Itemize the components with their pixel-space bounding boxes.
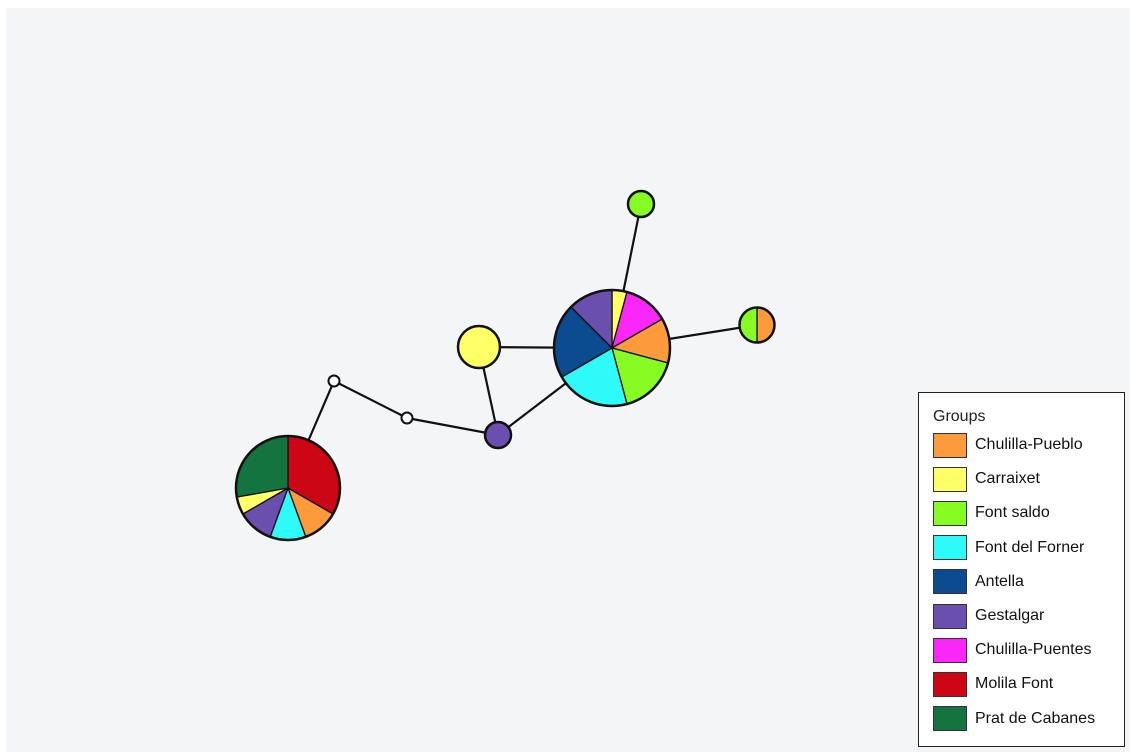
legend-item-antella: Antella xyxy=(933,565,1124,599)
median-vector xyxy=(327,374,341,388)
median-vector xyxy=(400,411,414,425)
legend-swatch xyxy=(933,535,967,561)
pie-slice-chulilla-pueblo xyxy=(756,306,776,344)
legend-swatch xyxy=(933,466,967,492)
legend-item-carraixet: Carraixet xyxy=(933,462,1124,496)
legend-title: Groups xyxy=(933,408,986,425)
edges xyxy=(286,203,758,489)
legend-swatch xyxy=(933,569,967,595)
legend-label: Font del Forner xyxy=(975,538,1085,556)
node-hap-d[interactable] xyxy=(552,288,672,408)
legend: Groups Chulilla-Pueblo Carraixet Font sald… xyxy=(918,392,1125,747)
network-canvas: Groups Chulilla-Pueblo Carraixet Font sald… xyxy=(6,8,1130,752)
node-med-1[interactable] xyxy=(327,374,341,388)
edge-med-2-hap-b xyxy=(406,416,499,437)
legend-item-gestalgar: Gestalgar xyxy=(933,599,1124,633)
legend-item-font-del-forner: Font del Forner xyxy=(933,531,1124,565)
legend-items: Chulilla-Pueblo Carraixet Font saldo Font d… xyxy=(933,428,1124,736)
legend-swatch xyxy=(933,671,967,697)
legend-label: Font saldo xyxy=(975,504,1050,522)
pie-slice-prat-de-cabanes xyxy=(235,435,289,498)
node-hap-a[interactable] xyxy=(234,434,342,542)
legend-swatch xyxy=(933,637,967,663)
nodes xyxy=(234,189,776,542)
legend-label: Gestalgar xyxy=(975,607,1045,625)
legend-item-molila-font: Molila Font xyxy=(933,667,1124,701)
legend-label: Carraixet xyxy=(975,470,1040,488)
node-hap-c[interactable] xyxy=(456,324,502,370)
node-outline xyxy=(456,324,502,370)
node-hap-f[interactable] xyxy=(738,306,776,344)
legend-label: Molila Font xyxy=(975,675,1054,693)
haplotype-network xyxy=(234,189,776,542)
legend-label: Antella xyxy=(975,572,1024,590)
node-outline xyxy=(234,434,342,542)
node-outline xyxy=(738,306,776,344)
legend-label: Chulilla-Pueblo xyxy=(975,436,1083,454)
legend-swatch xyxy=(933,603,967,629)
node-outline xyxy=(552,288,672,408)
legend-swatch xyxy=(933,432,967,458)
legend-item-chulilla-puentes: Chulilla-Puentes xyxy=(933,633,1124,667)
legend-label: Prat de Cabanes xyxy=(975,709,1096,727)
legend-label: Chulilla-Puentes xyxy=(975,641,1092,659)
node-outline xyxy=(483,420,513,450)
legend-swatch xyxy=(933,706,967,732)
legend-item-font-saldo: Font saldo xyxy=(933,496,1124,530)
legend-swatch xyxy=(933,500,967,526)
legend-item-chulilla-pueblo: Chulilla-Pueblo xyxy=(933,428,1124,462)
node-hap-e[interactable] xyxy=(626,189,656,219)
node-outline xyxy=(626,189,656,219)
node-med-2[interactable] xyxy=(400,411,414,425)
edge-med-1-med-2 xyxy=(333,380,408,419)
node-hap-b[interactable] xyxy=(483,420,513,450)
pie-slice-font-saldo xyxy=(738,306,758,344)
legend-item-prat-de-cabanes: Prat de Cabanes xyxy=(933,702,1124,736)
